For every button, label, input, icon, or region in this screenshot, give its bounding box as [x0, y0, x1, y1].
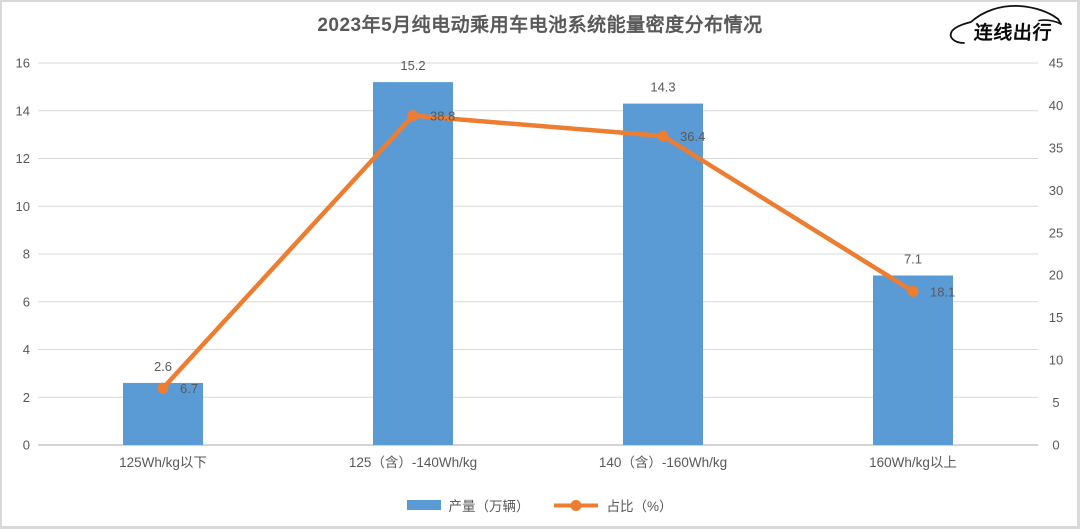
- percent-value-label: 38.8: [430, 109, 455, 124]
- legend-line-swatch: [554, 499, 599, 511]
- left-axis-tick-label: 2: [23, 390, 30, 405]
- chart-legend: 产量（万辆） 占比（%）: [0, 494, 1080, 516]
- bar-value-label: 7.1: [904, 251, 922, 266]
- line-marker: [907, 285, 919, 297]
- left-axis-tick-label: 12: [16, 151, 30, 166]
- right-axis-tick-label: 40: [1049, 98, 1063, 113]
- bar: [623, 103, 703, 446]
- percent-value-label: 36.4: [680, 129, 705, 144]
- percent-value-label: 18.1: [930, 284, 955, 299]
- right-axis-tick-label: 5: [1052, 395, 1059, 410]
- left-axis-tick-label: 6: [23, 294, 30, 309]
- line-marker: [657, 130, 669, 142]
- car-logo-icon: [949, 5, 1062, 44]
- bar-value-label: 2.6: [154, 359, 172, 374]
- x-axis-category-label: 125（含）-140Wh/kg: [349, 455, 477, 470]
- chart-title: 2023年5月纯电动乘用车电池系统能量密度分布情况: [317, 15, 763, 36]
- right-axis-tick-label: 45: [1049, 56, 1063, 71]
- right-axis-tick-label: 0: [1052, 438, 1059, 453]
- x-axis-category-label: 160Wh/kg以上: [869, 455, 957, 470]
- legend-line-label: 占比（%）: [606, 499, 673, 514]
- legend-bar-swatch: [407, 500, 442, 510]
- left-axis-tick-label: 10: [16, 199, 30, 214]
- right-axis-tick-label: 15: [1049, 310, 1063, 325]
- legend-bar-label: 产量（万辆）: [448, 499, 530, 514]
- right-axis-tick-label: 25: [1049, 225, 1063, 240]
- left-axis-tick-label: 4: [23, 342, 30, 357]
- left-axis-tick-label: 16: [16, 56, 30, 71]
- right-axis-tick-label: 30: [1049, 183, 1063, 198]
- right-axis-tick-label: 35: [1049, 140, 1063, 155]
- x-axis-category-label: 125Wh/kg以下: [119, 455, 207, 470]
- left-axis-tick-label: 14: [16, 103, 30, 118]
- bar: [373, 82, 453, 445]
- bar-value-label: 14.3: [650, 80, 675, 95]
- right-axis-tick-label: 20: [1049, 268, 1063, 283]
- line-marker: [407, 110, 419, 122]
- left-axis-tick-label: 8: [23, 247, 30, 262]
- bar-value-label: 15.2: [400, 58, 425, 73]
- bar: [873, 275, 953, 445]
- brand-logo: 连线出行: [940, 2, 1072, 50]
- percent-value-label: 6.7: [180, 381, 198, 396]
- x-axis-category-label: 140（含）-160Wh/kg: [599, 455, 727, 470]
- right-axis-tick-label: 10: [1049, 353, 1063, 368]
- trend-line: [160, 113, 916, 391]
- line-marker: [157, 382, 169, 394]
- left-axis-tick-label: 0: [23, 438, 30, 453]
